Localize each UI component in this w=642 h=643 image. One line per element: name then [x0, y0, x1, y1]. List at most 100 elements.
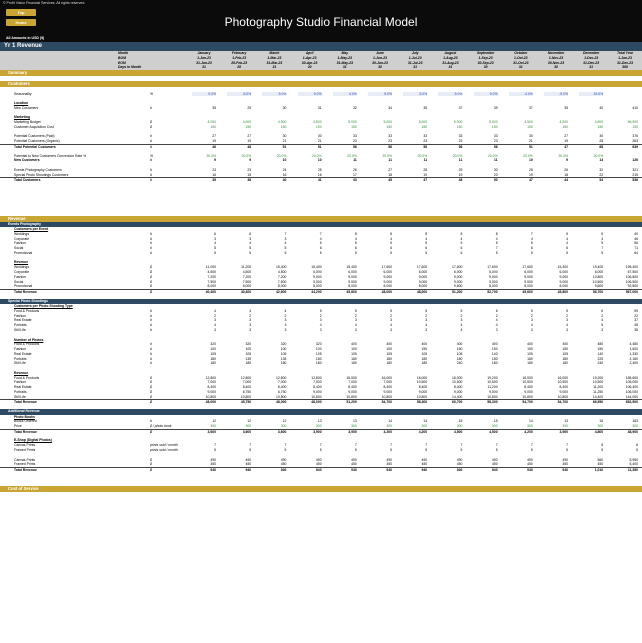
- table-cell[interactable]: 4: [249, 308, 252, 313]
- table-cell[interactable]: 7: [495, 246, 498, 251]
- table-cell[interactable]: 28: [529, 167, 533, 172]
- table-cell[interactable]: 8,400: [348, 385, 357, 390]
- table-cell[interactable]: 39: [212, 178, 216, 183]
- table-cell[interactable]: 100: [280, 347, 287, 352]
- table-cell[interactable]: 7: [249, 443, 252, 448]
- table-cell[interactable]: 4: [214, 241, 216, 246]
- table-cell[interactable]: 4,200: [418, 429, 428, 434]
- total-cell[interactable]: 40: [634, 231, 638, 236]
- total-cell[interactable]: 1,330: [629, 351, 639, 356]
- table-cell[interactable]: 6: [460, 246, 463, 251]
- table-cell[interactable]: 9,000: [348, 389, 357, 394]
- table-cell[interactable]: 3: [214, 236, 216, 241]
- table-cell[interactable]: 4: [566, 241, 568, 246]
- table-cell[interactable]: 7: [601, 246, 604, 251]
- table-cell[interactable]: 7,000: [242, 380, 252, 385]
- table-cell[interactable]: 180: [351, 356, 357, 361]
- table-cell[interactable]: 940: [280, 468, 287, 473]
- table-cell[interactable]: 17,600: [522, 265, 533, 270]
- table-cell[interactable]: 31: [317, 105, 322, 110]
- table-cell[interactable]: 8,400: [453, 385, 463, 390]
- table-cell[interactable]: 105: [351, 351, 357, 356]
- table-cell[interactable]: 9,000: [524, 389, 533, 394]
- table-cell[interactable]: 5: [319, 241, 322, 246]
- table-cell[interactable]: 180: [421, 361, 428, 366]
- table-cell[interactable]: 450: [315, 462, 322, 467]
- table-cell[interactable]: 4,800: [594, 429, 604, 434]
- section-label[interactable]: Additional Revenue: [8, 409, 40, 414]
- table-cell[interactable]: 15: [458, 419, 463, 424]
- table-cell[interactable]: 8: [601, 443, 604, 448]
- table-cell[interactable]: 450: [210, 462, 216, 467]
- table-cell[interactable]: 51: [282, 145, 287, 150]
- top-button[interactable]: Top: [6, 9, 36, 16]
- table-cell[interactable]: 3: [566, 328, 568, 332]
- table-cell[interactable]: 23: [458, 139, 463, 144]
- table-cell[interactable]: 9: [214, 158, 216, 163]
- table-cell[interactable]: 16,000: [346, 375, 357, 380]
- table-cell[interactable]: 450: [245, 462, 252, 467]
- table-cell[interactable]: 10,500: [557, 380, 568, 385]
- table-cell[interactable]: 11,000: [205, 265, 216, 270]
- table-cell[interactable]: 19: [247, 139, 252, 144]
- table-cell[interactable]: 54: [599, 178, 604, 183]
- table-cell[interactable]: 48,000: [205, 400, 216, 405]
- table-cell[interactable]: 48,000: [381, 290, 392, 295]
- table-cell[interactable]: 6: [530, 246, 533, 251]
- table-cell[interactable]: 105: [562, 351, 568, 356]
- total-cell[interactable]: 67,500: [627, 269, 638, 274]
- table-cell[interactable]: 15,400: [557, 265, 568, 270]
- table-cell[interactable]: -4.0%: [508, 91, 533, 97]
- table-cell[interactable]: 480: [597, 342, 604, 347]
- table-cell[interactable]: 150: [386, 124, 392, 129]
- table-cell[interactable]: 490: [456, 457, 463, 462]
- table-cell[interactable]: 5: [249, 246, 252, 251]
- table-cell[interactable]: 180: [386, 361, 392, 366]
- table-cell[interactable]: 4: [319, 236, 322, 241]
- table-cell[interactable]: 180: [245, 361, 252, 366]
- table-cell[interactable]: 16,000: [557, 375, 568, 380]
- table-cell[interactable]: 300: [210, 424, 216, 429]
- table-cell[interactable]: 300: [597, 424, 604, 429]
- table-cell[interactable]: 5: [530, 308, 533, 313]
- table-cell[interactable]: 300: [245, 424, 252, 429]
- table-cell[interactable]: 4: [354, 236, 357, 241]
- table-cell[interactable]: 23: [493, 139, 498, 144]
- table-cell[interactable]: 5: [495, 241, 498, 246]
- table-cell[interactable]: 8,400: [242, 385, 252, 390]
- table-cell[interactable]: 5: [249, 250, 252, 255]
- table-cell[interactable]: 940: [491, 468, 498, 473]
- table-cell[interactable]: 4,500: [559, 120, 569, 125]
- table-cell[interactable]: 5: [214, 447, 216, 452]
- table-cell[interactable]: 4: [214, 308, 216, 313]
- table-cell[interactable]: 5: [284, 250, 287, 255]
- table-cell[interactable]: 8,400: [559, 385, 569, 390]
- total-cell[interactable]: 2,400: [629, 361, 639, 366]
- table-cell[interactable]: 135: [280, 356, 287, 361]
- table-cell[interactable]: 9,000: [207, 389, 217, 394]
- table-cell[interactable]: 8,400: [313, 385, 322, 390]
- table-cell[interactable]: 490: [386, 457, 392, 462]
- table-cell[interactable]: 60,700: [452, 400, 463, 405]
- table-cell[interactable]: 150: [351, 124, 357, 129]
- table-cell[interactable]: 58,300: [416, 400, 428, 405]
- table-cell[interactable]: 4: [354, 323, 357, 328]
- table-cell[interactable]: 3: [601, 328, 604, 332]
- total-cell[interactable]: 376: [632, 134, 638, 139]
- table-cell[interactable]: 150: [491, 124, 498, 129]
- table-cell[interactable]: 3: [566, 318, 568, 323]
- table-cell[interactable]: 5: [284, 246, 287, 251]
- table-cell[interactable]: 4.0%: [332, 91, 357, 97]
- total-cell[interactable]: 56: [634, 241, 638, 246]
- table-cell[interactable]: 450: [351, 462, 357, 467]
- table-cell[interactable]: 3: [425, 328, 428, 332]
- table-cell[interactable]: 5: [354, 308, 357, 313]
- table-cell[interactable]: 52,700: [487, 290, 498, 295]
- table-cell[interactable]: 11,200: [241, 265, 252, 270]
- table-cell[interactable]: 23: [212, 167, 216, 172]
- table-cell[interactable]: 18: [564, 172, 568, 177]
- table-cell[interactable]: 3: [354, 318, 357, 323]
- table-cell[interactable]: 400: [386, 342, 392, 347]
- total-cell[interactable]: 163: [632, 419, 638, 424]
- table-cell[interactable]: 4,500: [453, 429, 463, 434]
